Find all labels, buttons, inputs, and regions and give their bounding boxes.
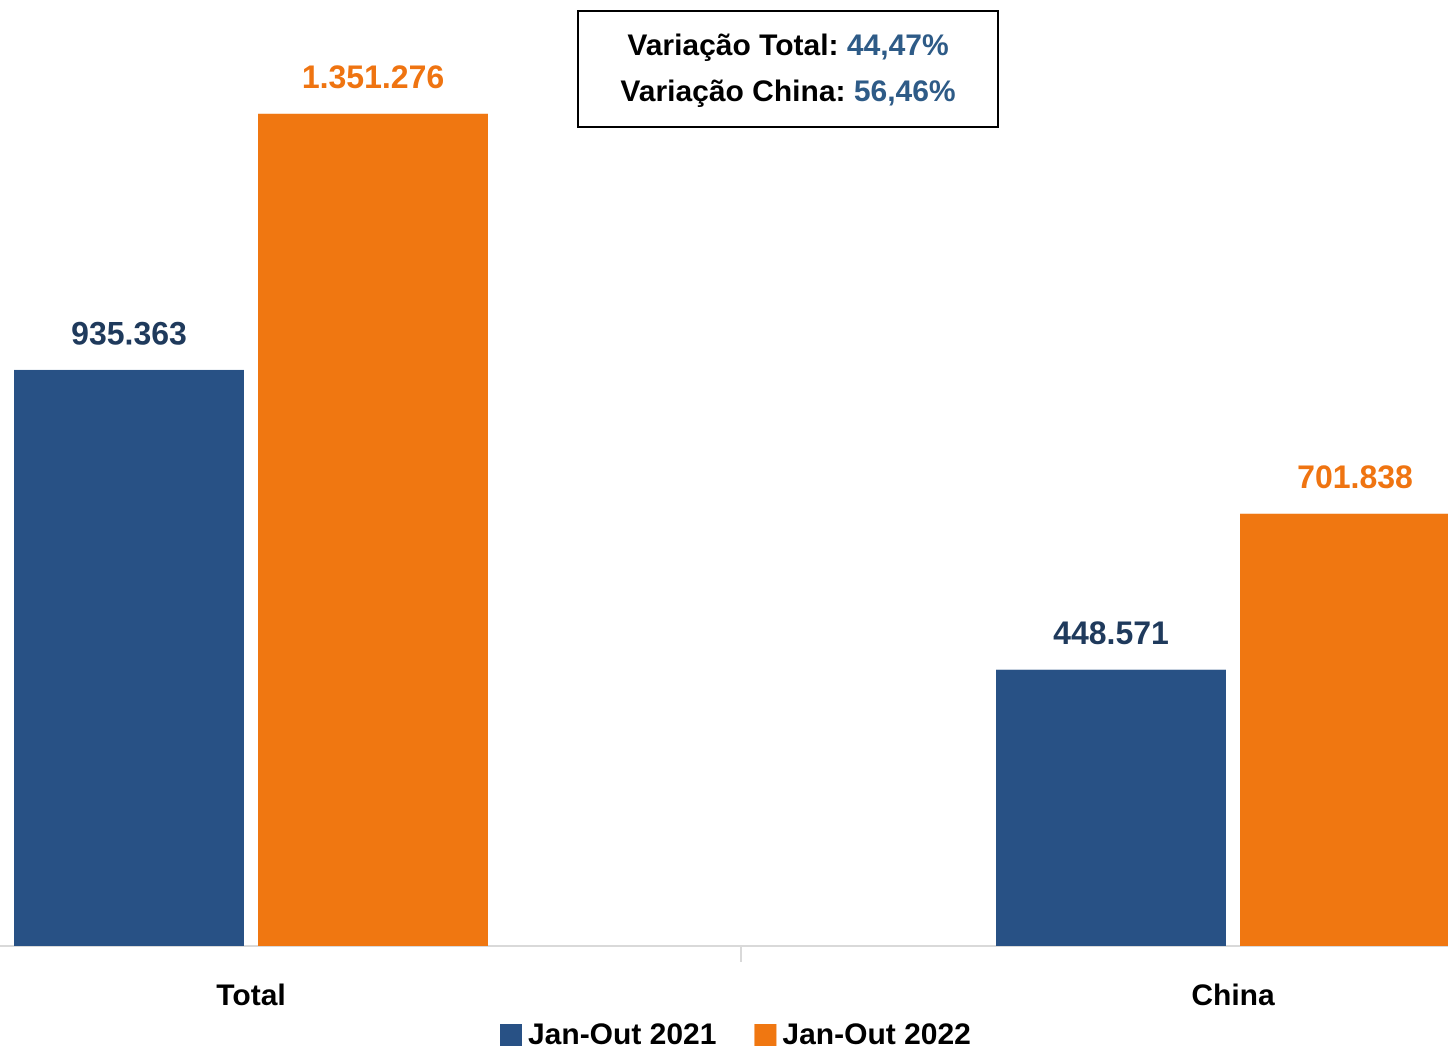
annotation: Variação Total: 44,47% — [627, 29, 948, 62]
bar — [1240, 513, 1448, 946]
bar — [996, 669, 1226, 946]
legend-label: Jan-Out 2021 — [528, 1018, 716, 1051]
legend-swatch — [754, 1024, 777, 1046]
bar — [258, 113, 488, 947]
data-label: 448.571 — [1053, 615, 1169, 651]
legend-swatch — [500, 1024, 522, 1046]
data-label: 701.838 — [1297, 459, 1413, 495]
annotation: Variação China: 56,46% — [620, 75, 955, 108]
annotation-value: 44,47% — [847, 29, 949, 62]
data-label: 1.351.276 — [302, 59, 444, 95]
bar — [14, 369, 244, 946]
data-label: 935.363 — [71, 315, 187, 351]
annotation-value: 56,46% — [854, 75, 956, 108]
legend-label: Jan-Out 2022 — [782, 1018, 970, 1051]
annotation-box — [577, 10, 999, 128]
annotation-label: Variação Total: — [627, 29, 838, 62]
annotation-label: Variação China: — [620, 75, 845, 108]
x-tick-label: China — [1191, 979, 1275, 1012]
x-tick-label: Total — [216, 979, 285, 1012]
